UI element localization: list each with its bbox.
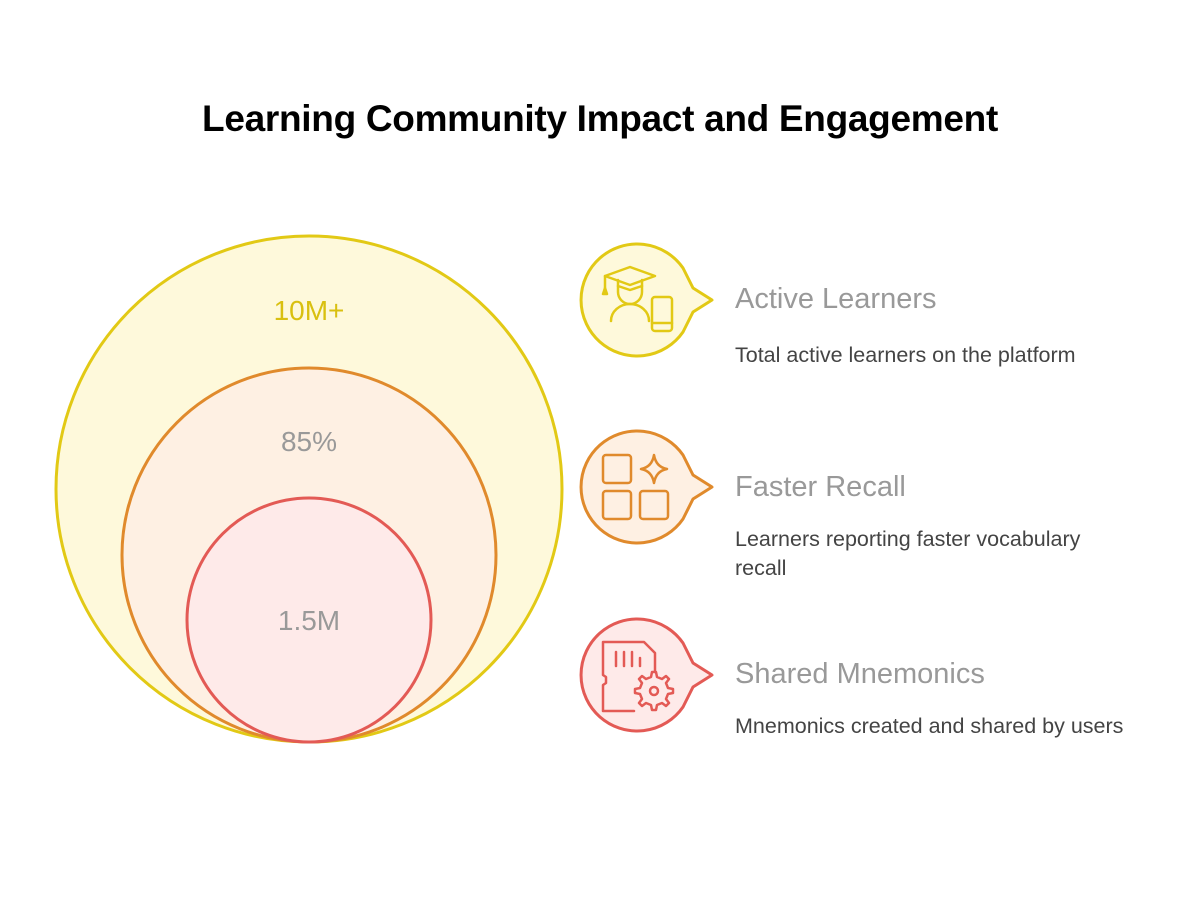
- item-title-active-learners: Active Learners: [735, 283, 937, 315]
- grid-sparkle-icon: [579, 429, 714, 545]
- memory-card-gear-icon: [579, 617, 714, 733]
- item-title-shared-mnemonics: Shared Mnemonics: [735, 658, 985, 690]
- item-desc-faster-recall: Learners reporting faster vocabulary rec…: [735, 527, 1081, 580]
- circle-inner: [185, 496, 433, 744]
- circle-middle-label: 85%: [281, 426, 337, 457]
- graduate-student-phone-icon: [579, 242, 714, 358]
- circle-inner-label: 1.5M: [278, 605, 340, 636]
- item-desc-active-learners: Total active learners on the platform: [735, 343, 1076, 367]
- circle-outer-label: 10M+: [274, 295, 345, 326]
- item-desc-shared-mnemonics: Mnemonics created and shared by users: [735, 714, 1124, 738]
- item-title-faster-recall: Faster Recall: [735, 471, 906, 503]
- page-title: Learning Community Impact and Engagement: [202, 98, 998, 139]
